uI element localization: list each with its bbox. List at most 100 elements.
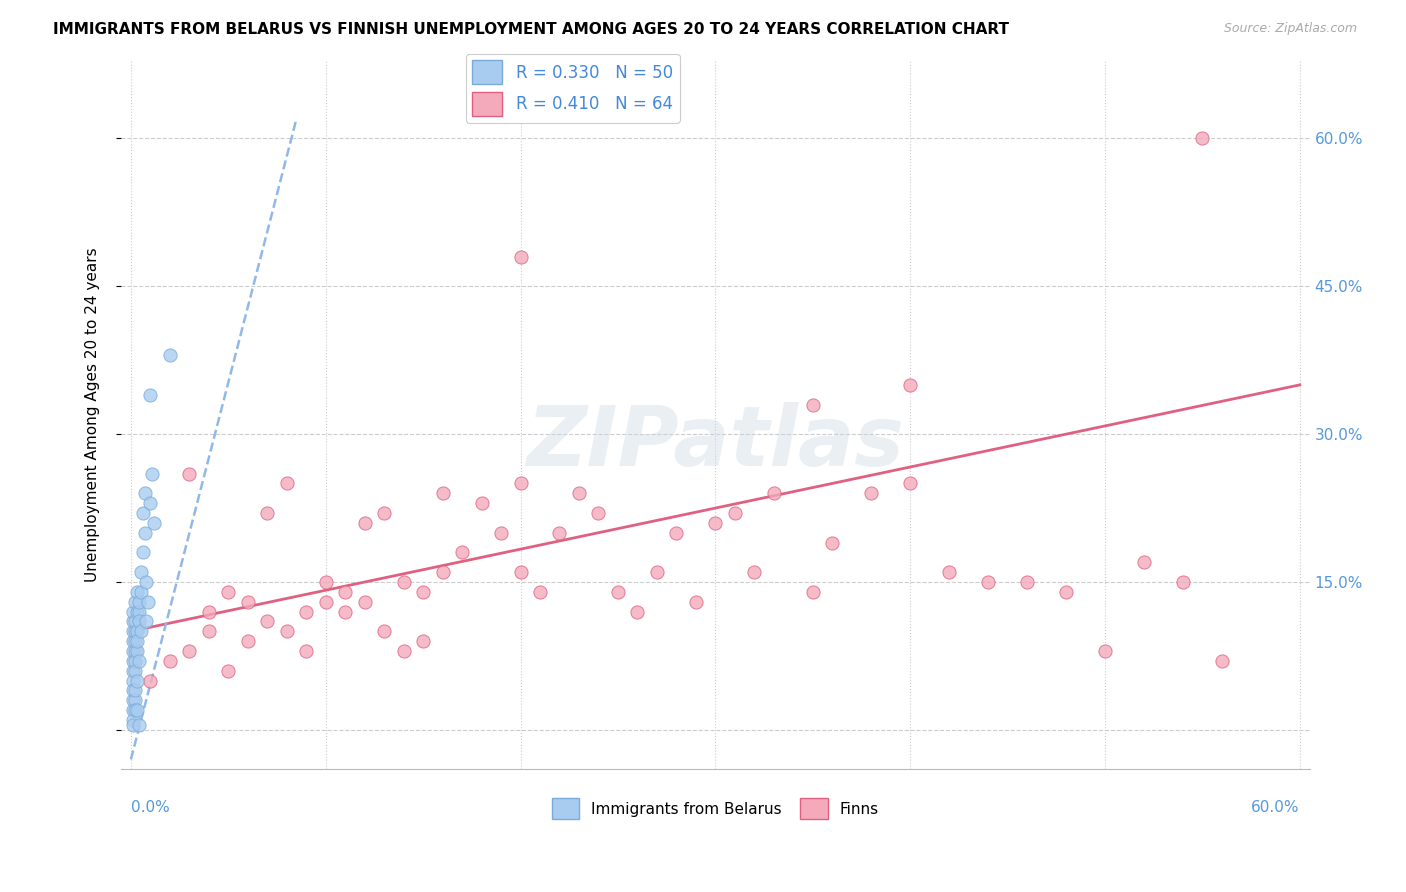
Point xyxy=(470,496,492,510)
Point xyxy=(121,664,143,678)
Point xyxy=(125,605,148,619)
Point xyxy=(742,565,765,579)
Point xyxy=(704,516,727,530)
Point xyxy=(335,585,357,599)
Text: 0.0%: 0.0% xyxy=(131,800,170,815)
Point xyxy=(121,615,143,629)
Point xyxy=(129,585,152,599)
Point xyxy=(860,486,883,500)
Point xyxy=(125,624,148,639)
Point xyxy=(1054,585,1077,599)
Point xyxy=(353,595,375,609)
Point xyxy=(179,644,201,658)
Point xyxy=(762,486,785,500)
Point xyxy=(568,486,591,500)
Point xyxy=(131,506,153,520)
Point xyxy=(236,634,259,648)
Point xyxy=(626,605,648,619)
Point xyxy=(121,673,143,688)
Point xyxy=(179,467,201,481)
Point xyxy=(125,644,148,658)
Point xyxy=(121,644,143,658)
Point xyxy=(236,595,259,609)
Point xyxy=(548,525,571,540)
Point xyxy=(509,250,531,264)
Point xyxy=(134,525,156,540)
Point xyxy=(121,654,143,668)
Point xyxy=(315,574,337,589)
Point xyxy=(315,595,337,609)
Point xyxy=(1094,644,1116,658)
Point xyxy=(124,624,146,639)
Point xyxy=(412,634,434,648)
Point xyxy=(124,615,146,629)
Point xyxy=(135,615,157,629)
Point xyxy=(134,486,156,500)
Point xyxy=(295,605,318,619)
Point xyxy=(451,545,474,559)
Point xyxy=(128,605,150,619)
Point xyxy=(821,535,844,549)
Point xyxy=(276,624,298,639)
Point xyxy=(129,565,152,579)
Point xyxy=(898,377,921,392)
Point xyxy=(135,574,157,589)
Point xyxy=(373,506,395,520)
Point xyxy=(124,693,146,707)
Point xyxy=(129,624,152,639)
Point xyxy=(139,673,162,688)
Point xyxy=(276,476,298,491)
Point xyxy=(432,486,454,500)
Point xyxy=(801,398,824,412)
Point xyxy=(139,496,162,510)
Point xyxy=(121,703,143,717)
Point xyxy=(489,525,512,540)
Legend: Immigrants from Belarus, Finns: Immigrants from Belarus, Finns xyxy=(546,792,886,825)
Point xyxy=(412,585,434,599)
Point xyxy=(217,585,239,599)
Point xyxy=(898,476,921,491)
Point xyxy=(124,683,146,698)
Text: IMMIGRANTS FROM BELARUS VS FINNISH UNEMPLOYMENT AMONG AGES 20 TO 24 YEARS CORREL: IMMIGRANTS FROM BELARUS VS FINNISH UNEMP… xyxy=(53,22,1010,37)
Point xyxy=(256,506,278,520)
Point xyxy=(1015,574,1038,589)
Point xyxy=(335,605,357,619)
Point xyxy=(121,718,143,732)
Point xyxy=(1171,574,1194,589)
Point xyxy=(121,693,143,707)
Point xyxy=(125,585,148,599)
Point xyxy=(159,654,181,668)
Point xyxy=(124,664,146,678)
Point xyxy=(198,624,221,639)
Point xyxy=(977,574,1000,589)
Point xyxy=(373,624,395,639)
Point xyxy=(124,703,146,717)
Point xyxy=(645,565,668,579)
Point xyxy=(124,595,146,609)
Point xyxy=(128,654,150,668)
Point xyxy=(392,574,415,589)
Point xyxy=(125,703,148,717)
Point xyxy=(125,634,148,648)
Point xyxy=(124,644,146,658)
Point xyxy=(121,713,143,727)
Point xyxy=(141,467,163,481)
Point xyxy=(353,516,375,530)
Point xyxy=(509,476,531,491)
Point xyxy=(124,634,146,648)
Point xyxy=(256,615,278,629)
Point xyxy=(143,516,166,530)
Point xyxy=(1191,131,1213,145)
Point xyxy=(131,545,153,559)
Point xyxy=(801,585,824,599)
Point xyxy=(509,565,531,579)
Point xyxy=(138,595,160,609)
Point xyxy=(1211,654,1233,668)
Point xyxy=(685,595,707,609)
Point xyxy=(529,585,551,599)
Point xyxy=(125,673,148,688)
Y-axis label: Unemployment Among Ages 20 to 24 years: Unemployment Among Ages 20 to 24 years xyxy=(86,247,100,582)
Point xyxy=(938,565,960,579)
Point xyxy=(124,654,146,668)
Point xyxy=(121,605,143,619)
